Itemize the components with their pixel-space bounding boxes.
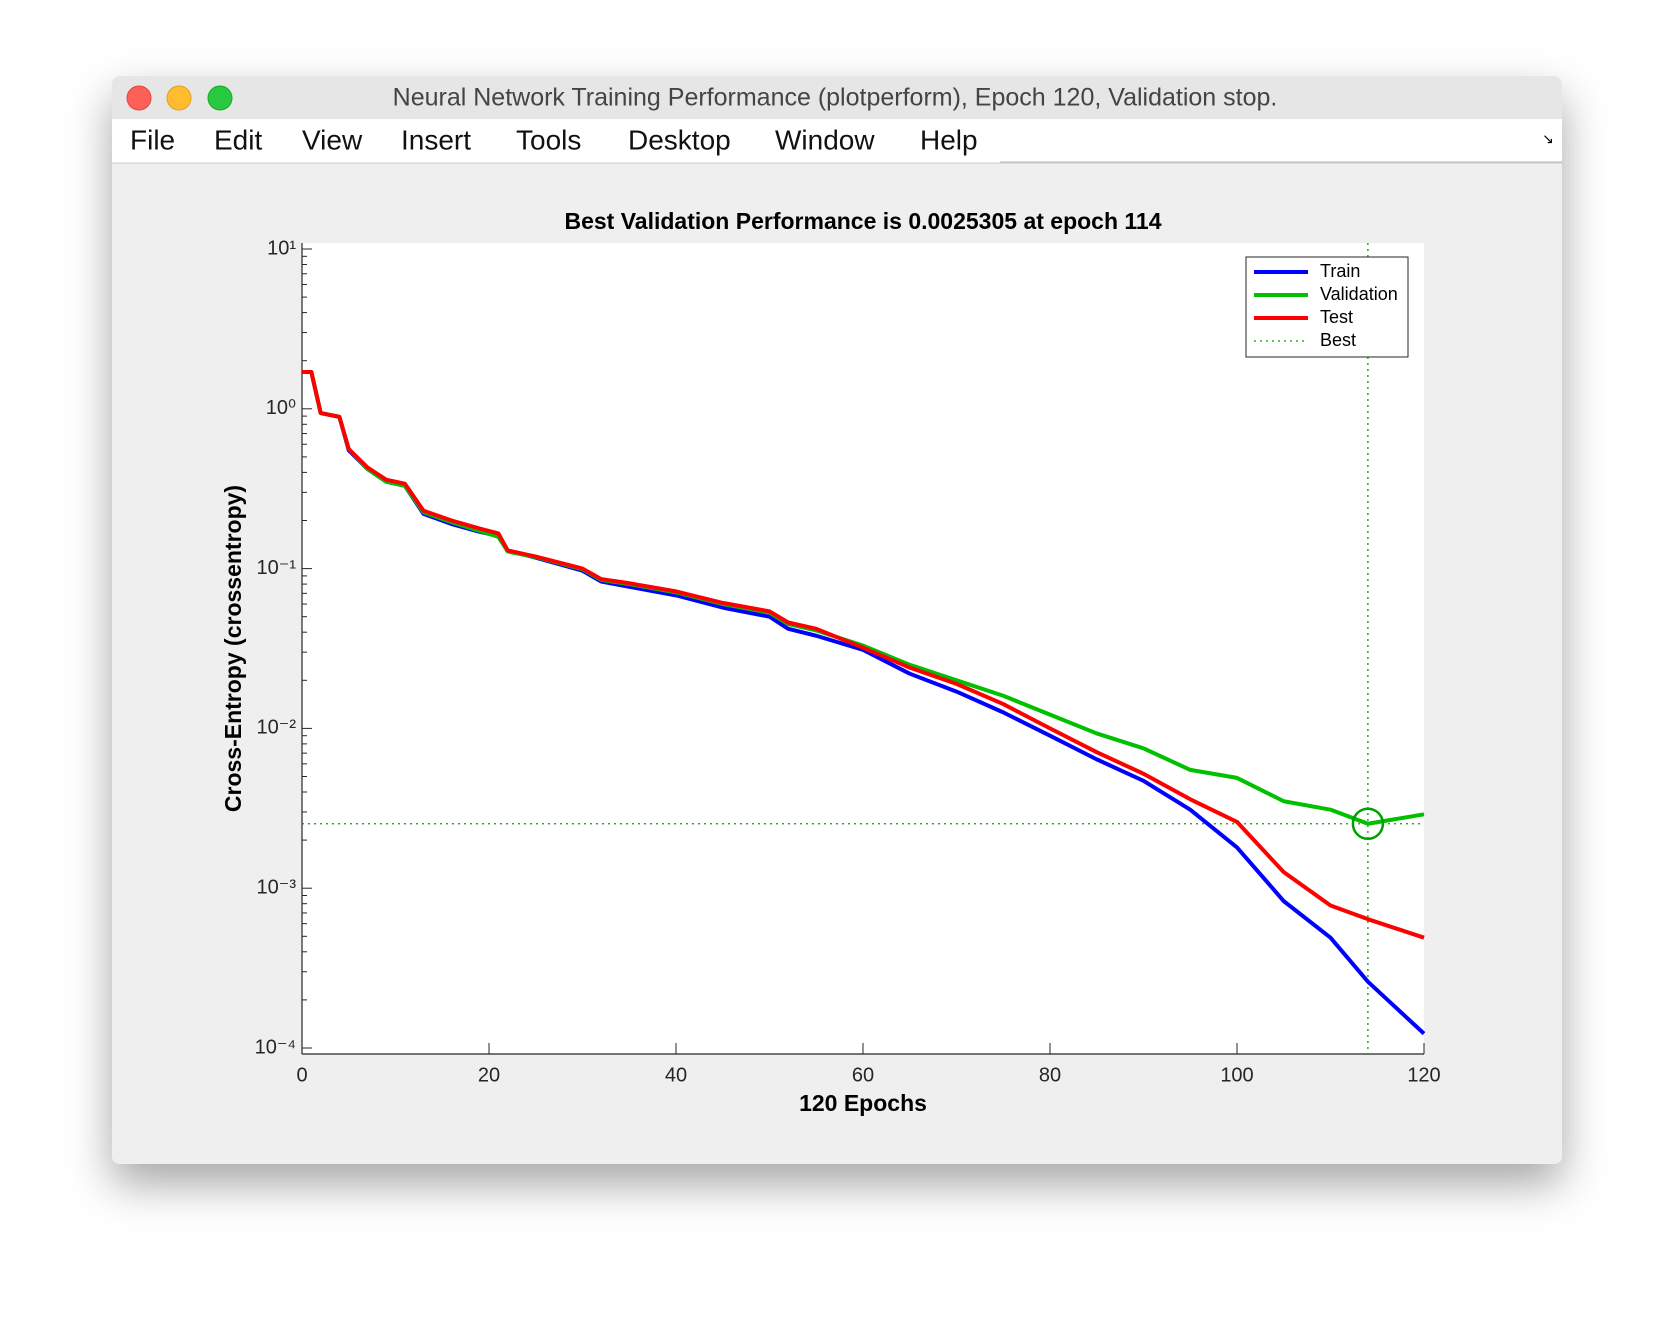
menu-item[interactable]: File	[130, 124, 175, 155]
menu-item[interactable]: Window	[775, 124, 875, 155]
menu-item[interactable]: Help	[920, 124, 978, 155]
menu-item[interactable]: Desktop	[628, 124, 731, 155]
menu-item[interactable]: Tools	[516, 124, 581, 155]
menu-item[interactable]: Edit	[214, 124, 262, 155]
x-tick-label: 100	[1220, 1064, 1253, 1086]
y-tick-label: 10⁻⁴	[255, 1036, 296, 1058]
close-button[interactable]	[126, 85, 152, 111]
menu: File Edit View Insert Tools Desktop Window Help	[130, 124, 978, 155]
x-axis-label: 120 Epochs	[799, 1090, 927, 1116]
x-tick-label: 40	[665, 1064, 687, 1086]
title-bar-base	[112, 110, 1562, 119]
x-tick-label: 20	[478, 1064, 500, 1086]
chart: Best Validation Performance is 0.0025305…	[220, 208, 1441, 1116]
y-tick-label: 10⁻¹	[257, 557, 297, 579]
window-title: Neural Network Training Performance (plo…	[393, 84, 1278, 112]
x-tick-label: 80	[1039, 1064, 1061, 1086]
x-tick-label: 0	[296, 1064, 307, 1086]
minimize-button[interactable]	[166, 85, 192, 111]
title-bar	[112, 76, 1562, 119]
series-line	[302, 369, 1425, 940]
legend-label: Test	[1320, 307, 1353, 327]
y-tick-label: 10⁻²	[257, 717, 297, 739]
legend-label: Train	[1320, 261, 1360, 281]
zoom-button[interactable]	[207, 85, 233, 111]
legend-label: Validation	[1320, 284, 1398, 304]
menu-item[interactable]: View	[302, 124, 363, 155]
y-tick-label: 10¹	[267, 237, 296, 259]
best-marker	[1351, 807, 1385, 841]
y-tick-label: 10⁰	[266, 397, 296, 419]
menu-bar	[112, 119, 1562, 163]
x-tick-label: 120	[1407, 1064, 1440, 1086]
y-axis-label: Cross-Entropy (crossentropy)	[220, 485, 246, 812]
x-tick-label: 60	[852, 1064, 874, 1086]
dock-icon[interactable]: ↘	[1542, 131, 1554, 147]
menu-item[interactable]: Insert	[401, 124, 471, 155]
y-tick-label: 10⁻³	[257, 876, 297, 898]
chart-title: Best Validation Performance is 0.0025305…	[564, 208, 1161, 234]
legend-label: Best	[1320, 330, 1356, 350]
